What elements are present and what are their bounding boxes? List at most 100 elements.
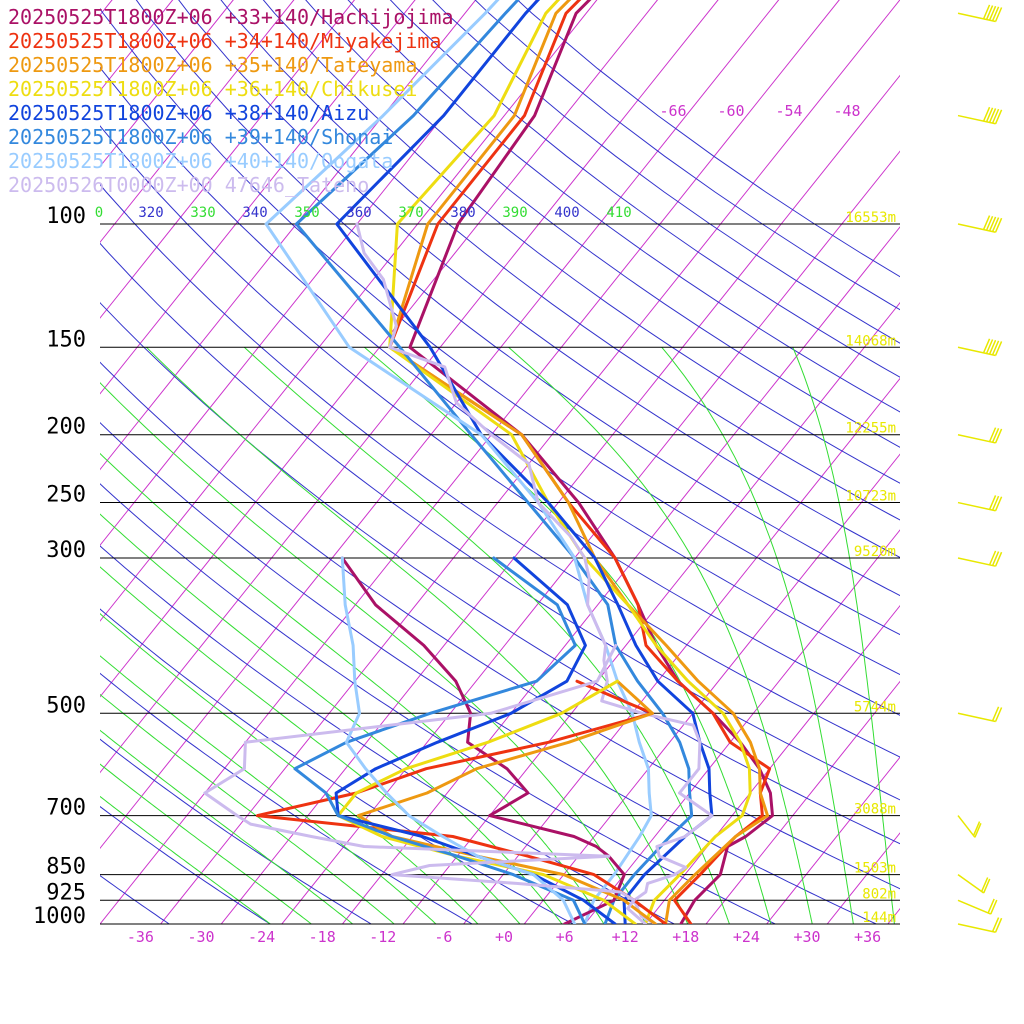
theta-label: 390 [502,205,527,221]
wind-barb-flag [994,428,1003,444]
wind-barb-staff [957,12,996,23]
legend-entry: 20250526T0000Z+00 47646_Tateno [8,173,369,197]
wind-barb-flag [980,877,989,892]
wind-barb-flag [991,706,1000,722]
pressure-label: 300 [46,538,86,563]
wind-barb-flag [994,109,1003,125]
dewpoint-trace [340,556,577,924]
dewpoint-trace [293,556,587,924]
wind-barb-flag [990,899,998,915]
wind-barb-staff [957,114,996,125]
wind-barb [957,4,1003,23]
theta-label: 410 [606,205,631,221]
wind-barb [957,427,1003,444]
pressure-label: 1000 [33,904,86,929]
wind-barbs [957,4,1003,933]
height-label: 1503m [854,861,896,877]
upper-temp-label: -60 [717,102,744,120]
pressure-label: 150 [46,327,86,352]
wind-barb-flag [994,917,1003,933]
dewpoint-trace [203,643,647,924]
wind-barb-flag [988,550,997,566]
moist-adiabat-line [100,795,272,924]
dry-adiabat-line [305,0,900,448]
wind-barb-flag [982,106,991,122]
temperature-tick-label: -30 [187,928,214,946]
wind-barb [957,873,991,894]
pressure-label: 925 [46,880,86,905]
background-grid [100,0,900,924]
wind-barb-staff [957,923,996,933]
wind-barb-flag [988,216,997,232]
height-label: 9520m [854,544,896,560]
temperature-tick-label: -18 [309,928,336,946]
wind-barb-staff [957,557,996,567]
wind-barb-flag [991,108,1000,124]
dry-adiabat-line [100,7,900,636]
height-label: 5744m [854,699,896,715]
wind-barb-staff [957,223,996,233]
dry-adiabat-line [178,0,900,558]
wind-barb-flag [994,7,1003,22]
isotherm-line [645,604,900,924]
dry-adiabat-line [100,483,777,924]
dry-adiabat-line [100,421,878,924]
dry-adiabat-line [100,545,676,924]
wind-barb-flag [994,496,1003,512]
wind-barb [957,495,1003,512]
legend-entry: 20250525T1800Z+06 +34+140/Miyakejima [8,29,441,53]
height-label: 144m [862,910,896,926]
upper-temp-label: -66 [659,102,686,120]
moist-adiabat-line [100,693,395,924]
wind-barb-staff [957,899,992,915]
dewpoint-trace [255,679,668,924]
theta-label: 370 [398,205,423,221]
temperature-tick-label: +24 [733,928,760,946]
dewpoint-trace [356,679,657,924]
legend-entry: 20250525T1800Z+06 +39+140/Shonai [8,125,393,149]
dry-adiabat-line [100,805,272,924]
wind-barb-flag [994,551,1003,567]
dry-adiabat-line [100,672,474,924]
temperature-trace [294,0,694,924]
theta-label: 330 [190,205,215,221]
pressure-label: 500 [46,693,86,718]
theta-label: 400 [554,205,579,221]
temperature-tick-label: -6 [434,928,452,946]
temperature-tick-label: -24 [248,928,275,946]
temperature-tick-label: -36 [127,928,154,946]
wind-barb-staff [957,815,976,838]
isotherm-line [402,301,900,924]
moist-adiabat-line [100,566,521,924]
wind-barb-flag [974,823,982,838]
wind-barb [957,338,1003,357]
temperature-tick-label: +30 [793,928,820,946]
dry-adiabat-line [100,125,900,716]
upper-temp-label: -54 [775,102,802,120]
dry-adiabat-line [262,0,900,484]
temperature-tick-label: +18 [672,928,699,946]
wind-barb-flag [972,821,981,836]
wind-barb-flag [994,217,1003,233]
theta-label: 380 [450,205,475,221]
dry-adiabat-line [135,0,900,597]
dry-adiabat-line [100,242,900,801]
theta-label: 0 [95,205,103,221]
height-label: 802m [862,886,896,902]
temperature-tick-label: +6 [556,928,574,946]
temperature-tick-label: -12 [369,928,396,946]
upper-temp-label: -48 [833,102,860,120]
temperature-tick-label: +0 [495,928,513,946]
temperature-tick-label: +36 [854,928,881,946]
wind-barb-flag [994,707,1003,722]
temperature-trace [264,0,653,924]
wind-barb-staff [957,873,985,894]
wind-barb [957,550,1003,567]
dewpoint-trace [340,556,626,924]
wind-barb-flag [983,878,991,894]
isotherm-line [705,680,900,924]
pressure-label: 200 [46,415,86,440]
wind-barb-flag [987,898,995,914]
isotherm-line [523,453,900,924]
